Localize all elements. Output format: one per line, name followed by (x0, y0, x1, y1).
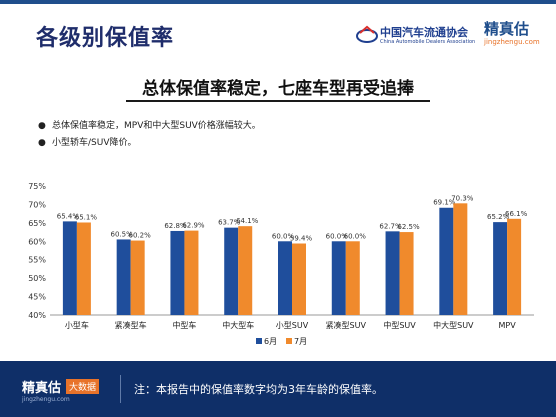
data-label: 59.4% (290, 234, 313, 242)
data-label: 62.5% (397, 223, 420, 231)
bullet-icon: ● (38, 121, 46, 131)
x-tick-label: 紧凑型SUV (326, 320, 367, 330)
x-tick-label: 中型SUV (383, 320, 416, 330)
data-label: 60.5% (111, 230, 134, 238)
bar-chart: 40% 45% 50% 55% 60% 65% 70% 75% 65.4%65.1% 小型车 60.… (28, 182, 534, 346)
data-label: 62.9% (182, 222, 205, 230)
bar (493, 222, 508, 315)
footer-logo-badge: 大数据 (66, 379, 100, 394)
cada-logo-text: 中国汽车流通协会 (380, 26, 468, 39)
bar (507, 218, 522, 315)
bar (385, 231, 400, 315)
legend-swatch (286, 338, 292, 344)
bullet-item: ● 总体保值率稳定，MPV和中大型SUV价格涨幅较大。 (38, 118, 261, 135)
top-accent-bar (0, 0, 556, 4)
bar (292, 243, 306, 315)
data-label: 65.2% (487, 213, 510, 221)
data-label: 62.7% (379, 222, 402, 230)
data-label: 70.3% (451, 194, 474, 202)
bar (170, 230, 185, 315)
y-tick-label: 75% (28, 182, 46, 191)
bar (238, 226, 253, 315)
jzg-logo: 精真估 jingzhengu.com (484, 20, 544, 47)
footer-logo: 精真估 大数据 jingzhengu.com (22, 377, 100, 404)
bar (278, 241, 292, 315)
data-label: 64.1% (236, 217, 259, 225)
legend-label: 7月 (294, 337, 307, 346)
x-tick-label: 紧凑型车 (115, 320, 147, 330)
legend-label: 6月 (264, 337, 277, 346)
jzg-logo-text: 精真估 (484, 20, 530, 38)
y-tick-label: 65% (28, 219, 46, 228)
bullet-text: 总体保值率稳定，MPV和中大型SUV价格涨幅较大。 (52, 121, 261, 131)
slide-subtitle: 总体保值率稳定，七座车型再受追捧 (142, 79, 414, 99)
bar (224, 227, 239, 315)
bullet-text: 小型轿车/SUV降价。 (52, 138, 137, 148)
footer-divider (120, 375, 121, 403)
bar (331, 241, 346, 315)
footer-logo-url: jingzhengu.com (22, 396, 70, 403)
footer-logo-text: 精真估 (22, 381, 62, 396)
data-label: 63.7% (218, 219, 241, 227)
data-label: 62.8% (164, 222, 187, 230)
data-label: 66.1% (505, 210, 528, 218)
cada-logo: 中国汽车流通协会 China Automobile Dealers Associ… (356, 22, 475, 50)
bar (345, 241, 360, 315)
data-label: 60.0% (272, 232, 295, 240)
y-tick-label: 60% (28, 237, 46, 246)
x-tick-label: 中大型SUV (433, 320, 474, 330)
data-label: 60.2% (129, 232, 152, 240)
jzg-logo-url: jingzhengu.com (484, 38, 540, 46)
bar (116, 239, 131, 315)
legend-swatch (256, 338, 262, 344)
y-tick-label: 70% (28, 200, 46, 209)
bullet-item: ● 小型轿车/SUV降价。 (38, 135, 261, 152)
bar (399, 232, 414, 315)
data-label: 65.1% (75, 213, 98, 221)
x-tick-label: 中型车 (172, 320, 196, 330)
data-label: 60.0% (326, 232, 349, 240)
bar (76, 222, 91, 315)
footer-note: 注：本报告中的保值率数字均为3年车龄的保值率。 (134, 383, 383, 396)
y-tick-label: 45% (28, 293, 46, 302)
bar (184, 230, 199, 315)
x-tick-label: 中大型车 (222, 320, 254, 330)
y-tick-label: 40% (28, 311, 46, 320)
cada-logo-subtext: China Automobile Dealers Association (380, 39, 476, 45)
bar (130, 240, 145, 315)
bullet-list: ● 总体保值率稳定，MPV和中大型SUV价格涨幅较大。 ● 小型轿车/SUV降价。 (38, 118, 261, 152)
subtitle-underline (126, 100, 430, 102)
bullet-icon: ● (38, 138, 46, 148)
page-title: 各级别保值率 (36, 26, 175, 51)
data-label: 65.4% (57, 212, 80, 220)
x-tick-label: MPV (499, 321, 517, 330)
bar (439, 207, 454, 315)
x-tick-label: 小型SUV (276, 321, 309, 330)
data-label: 69.1% (433, 199, 456, 207)
data-label: 60.0% (344, 232, 367, 240)
cada-logo-icon (356, 25, 378, 43)
footer-bar: 精真估 大数据 jingzhengu.com 注：本报告中的保值率数字均为3年车龄… (0, 361, 556, 417)
y-tick-label: 50% (28, 274, 46, 283)
x-tick-label: 小型车 (65, 320, 89, 330)
bar (453, 203, 468, 315)
y-tick-label: 55% (28, 256, 46, 265)
bar (62, 221, 77, 315)
